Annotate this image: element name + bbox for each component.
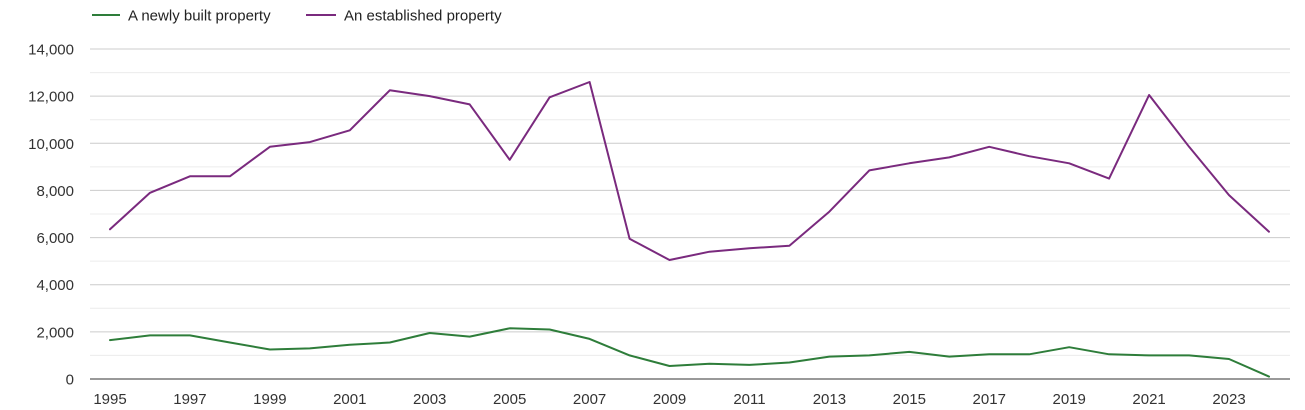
- legend: A newly built property An established pr…: [92, 8, 502, 25]
- y-axis: 0 2,000 4,000 6,000 8,000 10,000 12,000 14,000: [28, 42, 74, 389]
- x-tick-label: 2017: [973, 391, 1006, 408]
- x-tick-label: 1999: [253, 391, 286, 408]
- gridlines: [90, 48, 1290, 356]
- x-tick-label: 2023: [1212, 391, 1245, 408]
- y-tick-label: 14,000: [28, 42, 74, 59]
- series-lines: [109, 81, 1270, 378]
- y-tick-label: 8,000: [36, 183, 74, 200]
- x-tick-label: 2009: [653, 391, 686, 408]
- x-tick-label: 1995: [93, 391, 126, 408]
- x-axis: 1995 1997 1999 2001 2003 2005 2007 2009 2011 2013…: [90, 378, 1290, 408]
- y-tick-label: 10,000: [28, 136, 74, 153]
- x-tick-label: 2003: [413, 391, 446, 408]
- y-tick-label: 2,000: [36, 324, 74, 341]
- y-tick-label: 0: [66, 372, 74, 389]
- legend-label-established: An established property: [344, 8, 502, 25]
- x-tick-label: 2015: [893, 391, 926, 408]
- y-tick-label: 12,000: [28, 89, 74, 106]
- x-tick-label: 2021: [1132, 391, 1165, 408]
- x-tick-label: 2019: [1052, 391, 1085, 408]
- series-line-established: [109, 81, 1270, 261]
- y-tick-label: 4,000: [36, 277, 74, 294]
- series-line-newly-built: [109, 327, 1270, 378]
- x-tick-label: 2007: [573, 391, 606, 408]
- x-tick-label: 2001: [333, 391, 366, 408]
- x-tick-label: 2013: [813, 391, 846, 408]
- legend-label-newly-built: A newly built property: [128, 8, 271, 25]
- y-tick-label: 6,000: [36, 230, 74, 247]
- x-tick-label: 2005: [493, 391, 526, 408]
- x-tick-label: 1997: [173, 391, 206, 408]
- x-tick-label: 2011: [733, 391, 765, 408]
